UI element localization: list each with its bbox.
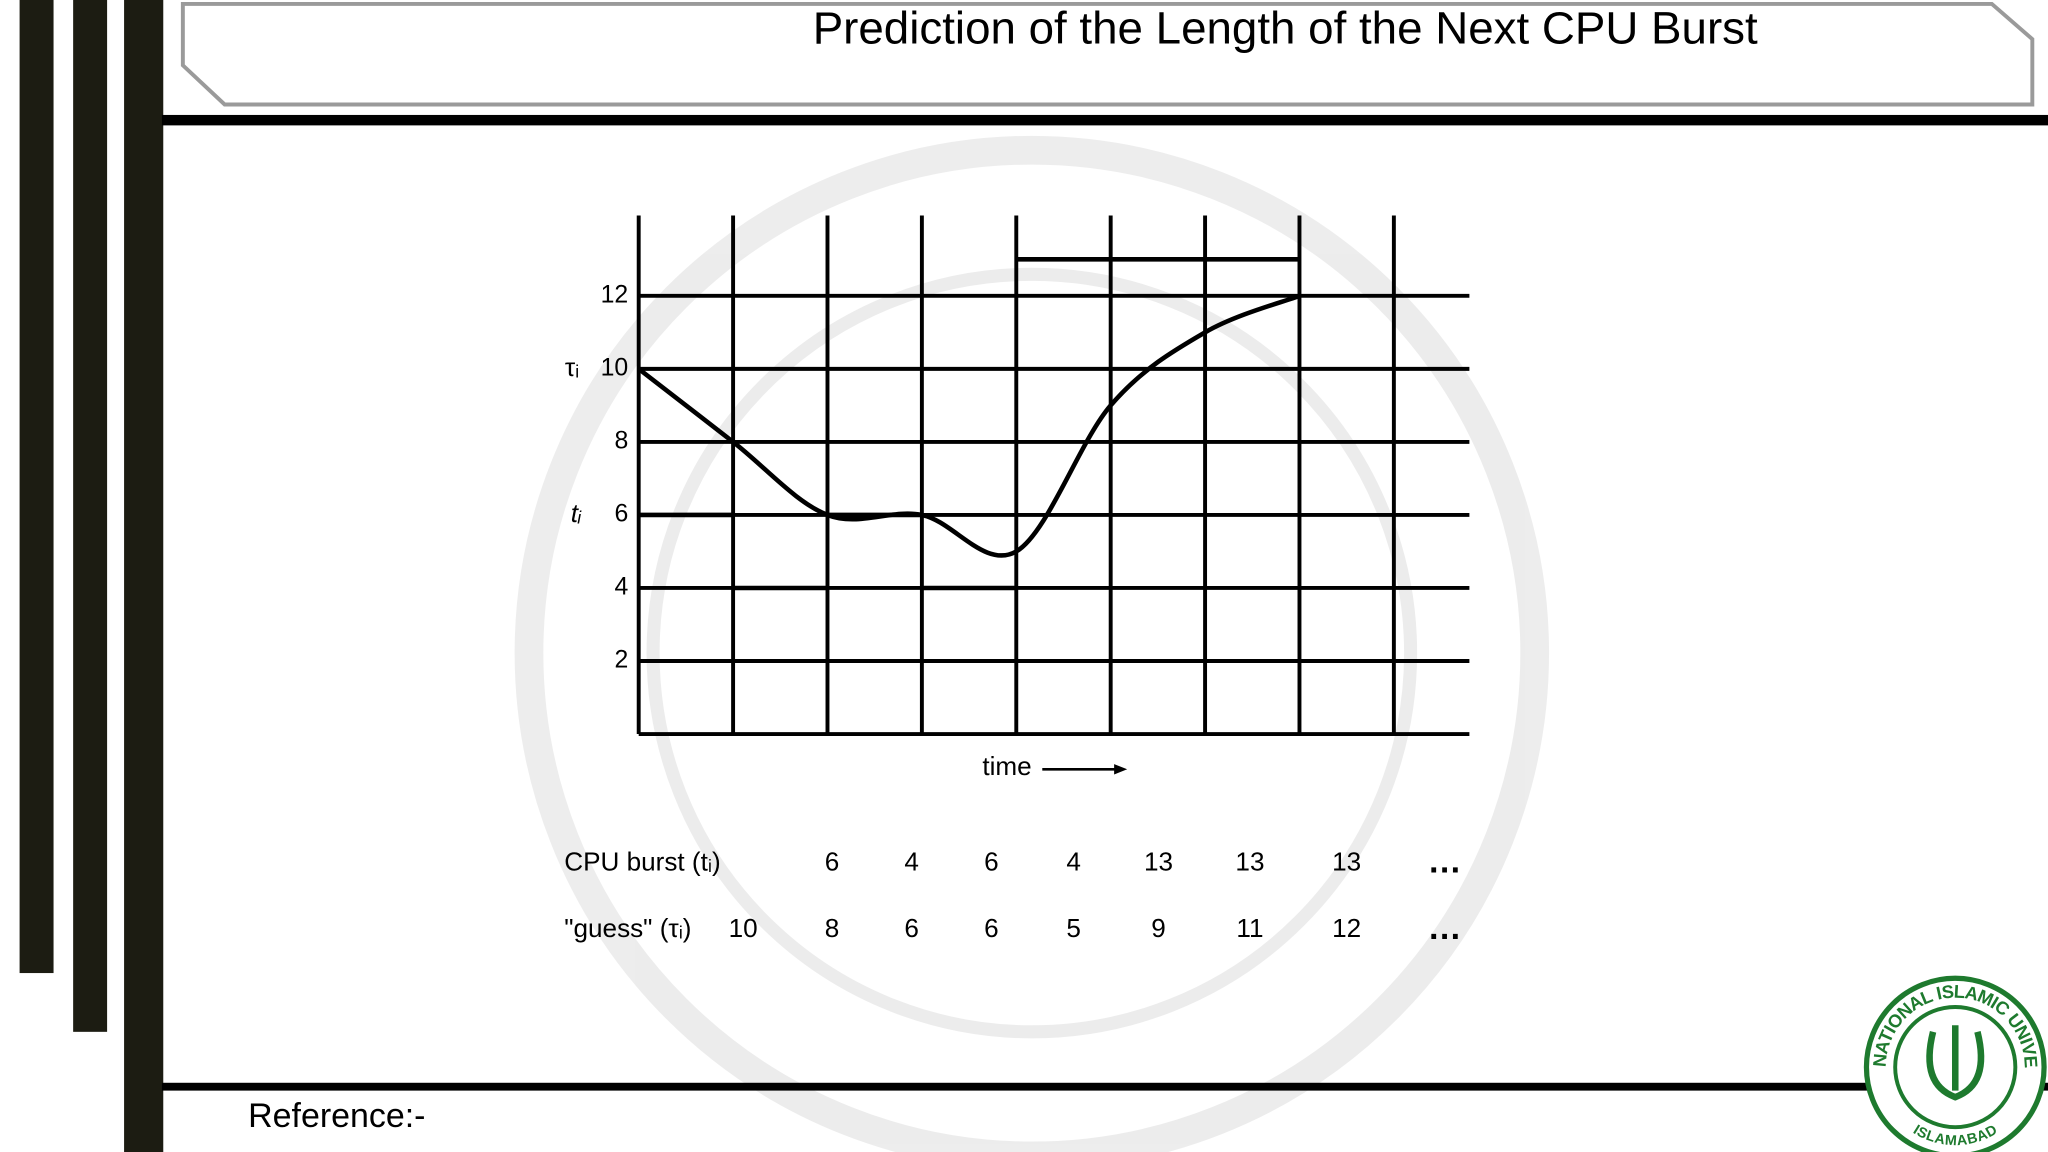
table-value: 6 [825, 846, 840, 876]
y-tick-label: 8 [614, 427, 628, 454]
guess-curve [637, 293, 1301, 558]
table-value: 12 [1332, 913, 1361, 943]
divider [161, 1082, 2048, 1091]
y-tick-label: 6 [614, 500, 628, 527]
footer: Reference:- [248, 1097, 425, 1135]
table-value: 4 [1066, 846, 1081, 876]
row-label: CPU burst (tᵢ) [564, 846, 720, 876]
slide-title: Prediction of the Length of the Next CPU… [813, 2, 1758, 53]
y-annotation: tᵢ [571, 498, 582, 528]
title-frame [180, 1, 2035, 107]
table-value: 13 [1144, 846, 1173, 876]
continuation: … [1428, 909, 1462, 947]
table-value: 6 [984, 913, 999, 943]
x-arrow [1114, 764, 1128, 775]
row-label: "guess" (τᵢ) [564, 913, 691, 943]
watermark [514, 135, 1549, 1152]
y-tick-label: 10 [601, 354, 629, 381]
chart: 2 4 6 8 10 12 τᵢ tᵢ time CPU burst (tᵢ) 6 4 6 4 13 13 13… [564, 215, 1470, 947]
bar-decor [19, 0, 54, 974]
table-value: 11 [1236, 913, 1263, 943]
table-value: 6 [984, 846, 999, 876]
x-axis-label: time [982, 751, 1031, 781]
table-value: 8 [825, 913, 840, 943]
y-tick-label: 2 [614, 647, 628, 674]
table-value: 4 [904, 846, 919, 876]
table-value: 10 [729, 913, 758, 943]
table-value: 6 [904, 913, 919, 943]
divider [161, 114, 2048, 126]
table-value: 13 [1235, 846, 1264, 876]
y-tick-label: 4 [614, 574, 628, 601]
continuation: … [1428, 842, 1462, 880]
table-value: 13 [1332, 846, 1361, 876]
table-value: 9 [1151, 913, 1166, 943]
bar-decor [124, 0, 164, 1152]
y-tick-label: 12 [601, 281, 629, 308]
y-annotation: τᵢ [565, 352, 579, 382]
bar-decor [73, 0, 108, 1032]
table-value: 5 [1066, 913, 1081, 943]
